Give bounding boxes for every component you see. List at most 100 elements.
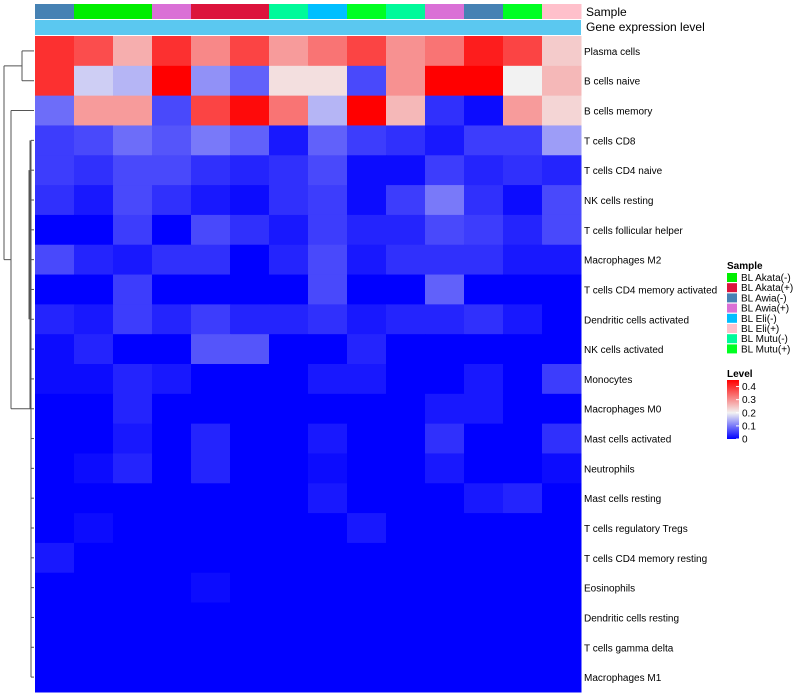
heatmap-cell (464, 602, 504, 633)
heatmap-cell (113, 513, 153, 544)
heatmap-cell (230, 125, 270, 156)
heatmap-cell (503, 364, 543, 395)
heatmap-cell (230, 334, 270, 365)
row-dendrogram (3, 50, 34, 678)
heatmap-cell (347, 662, 387, 693)
heatmap-cell (503, 274, 543, 305)
heatmap-cell (386, 423, 426, 454)
legend-swatch (727, 344, 737, 354)
heatmap-cell (542, 95, 582, 126)
heatmap-cell (425, 632, 465, 663)
heatmap-cell (347, 304, 387, 335)
heatmap-cell (386, 304, 426, 335)
heatmap-cell (74, 662, 114, 693)
heatmap-cell (464, 542, 504, 574)
heatmap-cell (347, 513, 387, 544)
heatmap-cell (269, 185, 309, 216)
heatmap-cell (269, 393, 309, 425)
heatmap-cell (386, 155, 426, 186)
heatmap-cell (74, 542, 114, 574)
legend-entry-label: BL Eli(+) (741, 324, 779, 335)
heatmap-cell (74, 483, 114, 514)
heatmap-cell (308, 244, 348, 276)
heatmap-cell (269, 274, 309, 305)
heatmap-cell (425, 423, 465, 454)
heatmap-cell (464, 125, 504, 156)
heatmap-cell (191, 185, 231, 216)
heatmap-cell (542, 185, 582, 216)
heatmap-cell (386, 36, 426, 67)
heatmap-cell (230, 36, 270, 67)
heatmap-cell (113, 274, 153, 305)
heatmap-cell (35, 632, 75, 663)
heatmap-cell (542, 513, 582, 544)
heatmap-cell (113, 244, 153, 276)
heatmap-cell (347, 393, 387, 425)
heatmap-cell (113, 334, 153, 365)
heatmap-cell (464, 334, 504, 365)
row-label: T cells regulatory Tregs (584, 524, 688, 535)
heatmap-cell (152, 185, 192, 216)
heatmap-cell (35, 572, 75, 604)
heatmap-cell (269, 542, 309, 574)
heatmap-cell (347, 483, 387, 514)
heatmap-cell (386, 334, 426, 365)
heatmap-cell (230, 483, 270, 514)
heatmap-cell (425, 125, 465, 156)
heatmap-cell (269, 662, 309, 693)
heatmap-cell (347, 334, 387, 365)
legend-level-colorbar (727, 380, 739, 439)
heatmap-cell (191, 393, 231, 425)
heatmap-cell (230, 393, 270, 425)
heatmap-cell (386, 453, 426, 484)
heatmap-cell (230, 65, 270, 97)
legend-tick-label: 0 (742, 435, 748, 446)
legend-swatch (727, 293, 737, 303)
heatmap-cell (308, 334, 348, 365)
heatmap-cell (503, 602, 543, 633)
sample-track-cell (347, 4, 387, 19)
heatmap-cell (425, 65, 465, 97)
gene-track-bar (35, 20, 581, 35)
heatmap-cell (191, 274, 231, 305)
heatmap-cell (347, 572, 387, 604)
heatmap-cell (464, 632, 504, 663)
heatmap-cell (347, 453, 387, 484)
heatmap-cell (269, 423, 309, 454)
heatmap-cell (386, 214, 426, 246)
heatmap-cell (347, 65, 387, 97)
heatmap-cell (191, 662, 231, 693)
heatmap-cell (113, 542, 153, 574)
heatmap-cell (113, 214, 153, 246)
heatmap-cell (425, 662, 465, 693)
heatmap-cell (308, 214, 348, 246)
heatmap-cell (542, 155, 582, 186)
heatmap-cell (74, 155, 114, 186)
heatmap-cell (152, 453, 192, 484)
sample-track-cell (464, 4, 504, 19)
sample-track-cell (269, 4, 309, 19)
sample-track-cell (386, 4, 426, 19)
legend-level-title: Level (727, 369, 753, 380)
heatmap-cell (152, 125, 192, 156)
heatmap-cell (191, 65, 231, 97)
heatmap-cell (425, 244, 465, 276)
heatmap-cell (113, 632, 153, 663)
heatmap-cell (74, 572, 114, 604)
heatmap-cell (152, 364, 192, 395)
heatmap-cell (347, 125, 387, 156)
heatmap-cell (503, 214, 543, 246)
heatmap-cell (503, 662, 543, 693)
heatmap-cell (464, 453, 504, 484)
legend-swatch (727, 313, 737, 323)
heatmap-cell (386, 513, 426, 544)
heatmap-cell (191, 602, 231, 633)
heatmap-cell (425, 513, 465, 544)
heatmap-cell (230, 542, 270, 574)
heatmap-cell (464, 662, 504, 693)
sample-track-label: Sample (586, 5, 627, 19)
heatmap-cell (347, 602, 387, 633)
heatmap-cell (464, 185, 504, 216)
heatmap-cell (35, 125, 75, 156)
heatmap-cell (503, 36, 543, 67)
